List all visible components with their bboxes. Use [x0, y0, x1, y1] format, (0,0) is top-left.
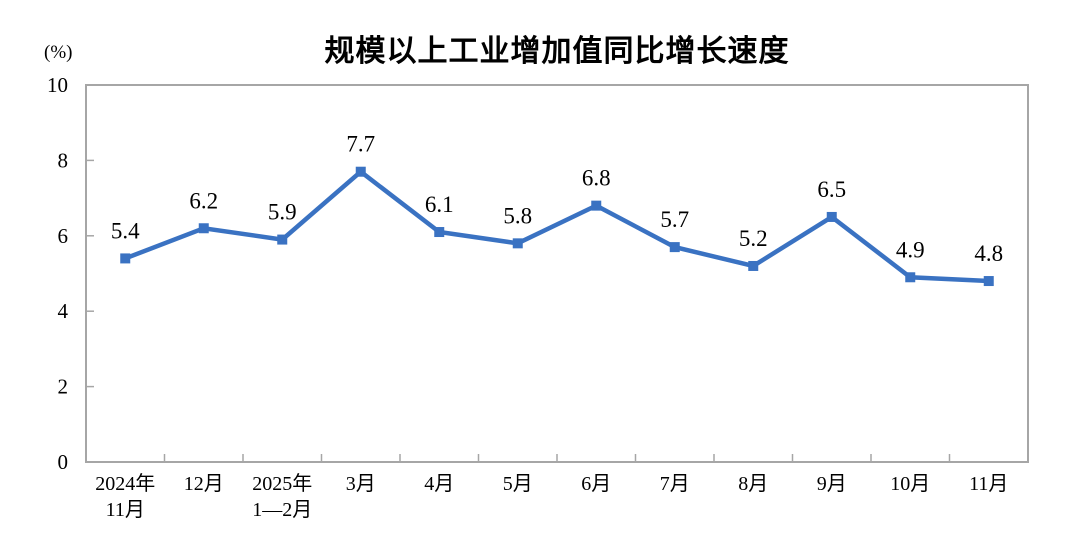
data-point-marker	[120, 253, 131, 264]
y-axis-label: 0	[58, 450, 69, 474]
data-point-label: 5.7	[660, 207, 689, 232]
x-axis-label: 12月	[184, 473, 224, 495]
data-point-label: 5.2	[739, 226, 768, 251]
data-point-marker	[669, 242, 680, 253]
data-point-marker	[277, 234, 288, 245]
y-axis-label: 10	[47, 73, 68, 97]
data-point-marker	[826, 211, 837, 222]
data-point-label: 4.9	[896, 237, 925, 262]
data-point-marker	[198, 223, 209, 234]
y-axis-label: 6	[58, 224, 69, 248]
y-axis-label: 8	[58, 148, 69, 172]
y-axis-label: 4	[58, 299, 69, 323]
series-line	[124, 168, 989, 284]
chart-title: 规模以上工业增加值同比增长速度	[324, 35, 790, 68]
data-point-marker	[355, 166, 366, 177]
data-point-label: 5.4	[111, 218, 140, 243]
x-axis-label: 8月	[738, 473, 768, 495]
data-point-label: 5.8	[503, 203, 532, 228]
data-point-marker	[905, 272, 916, 283]
data-point-label: 6.8	[582, 166, 611, 191]
data-point-marker	[983, 276, 994, 287]
x-axis-label: 1—2月	[252, 499, 312, 521]
data-point-marker	[434, 227, 445, 238]
x-axis-label: 2024年	[95, 472, 155, 495]
data-point-label: 6.5	[817, 177, 846, 202]
data-point-label: 6.2	[189, 188, 218, 213]
x-axis-label: 5月	[503, 473, 533, 495]
x-axis-label: 3月	[346, 473, 376, 495]
x-axis-label: 6月	[581, 473, 611, 495]
x-axis-label: 7月	[660, 473, 690, 495]
data-point-marker	[591, 200, 602, 211]
data-point-label: 5.9	[268, 200, 297, 225]
x-axis-label: 10月	[890, 473, 930, 495]
y-axis-unit-label: (%)	[44, 42, 73, 63]
data-point-marker	[748, 260, 759, 271]
x-axis-label: 11月	[969, 473, 1008, 495]
y-axis-label: 2	[58, 375, 69, 399]
x-axis-label: 2025年	[252, 472, 312, 495]
data-point-label: 4.8	[974, 241, 1003, 266]
data-point-label: 6.1	[425, 192, 454, 217]
plot-border	[85, 84, 1029, 463]
x-axis-label: 9月	[817, 473, 847, 495]
data-point-label: 7.7	[346, 132, 375, 157]
data-point-marker	[512, 238, 523, 249]
x-axis-label: 4月	[424, 473, 454, 495]
x-axis-label: 11月	[106, 499, 145, 521]
